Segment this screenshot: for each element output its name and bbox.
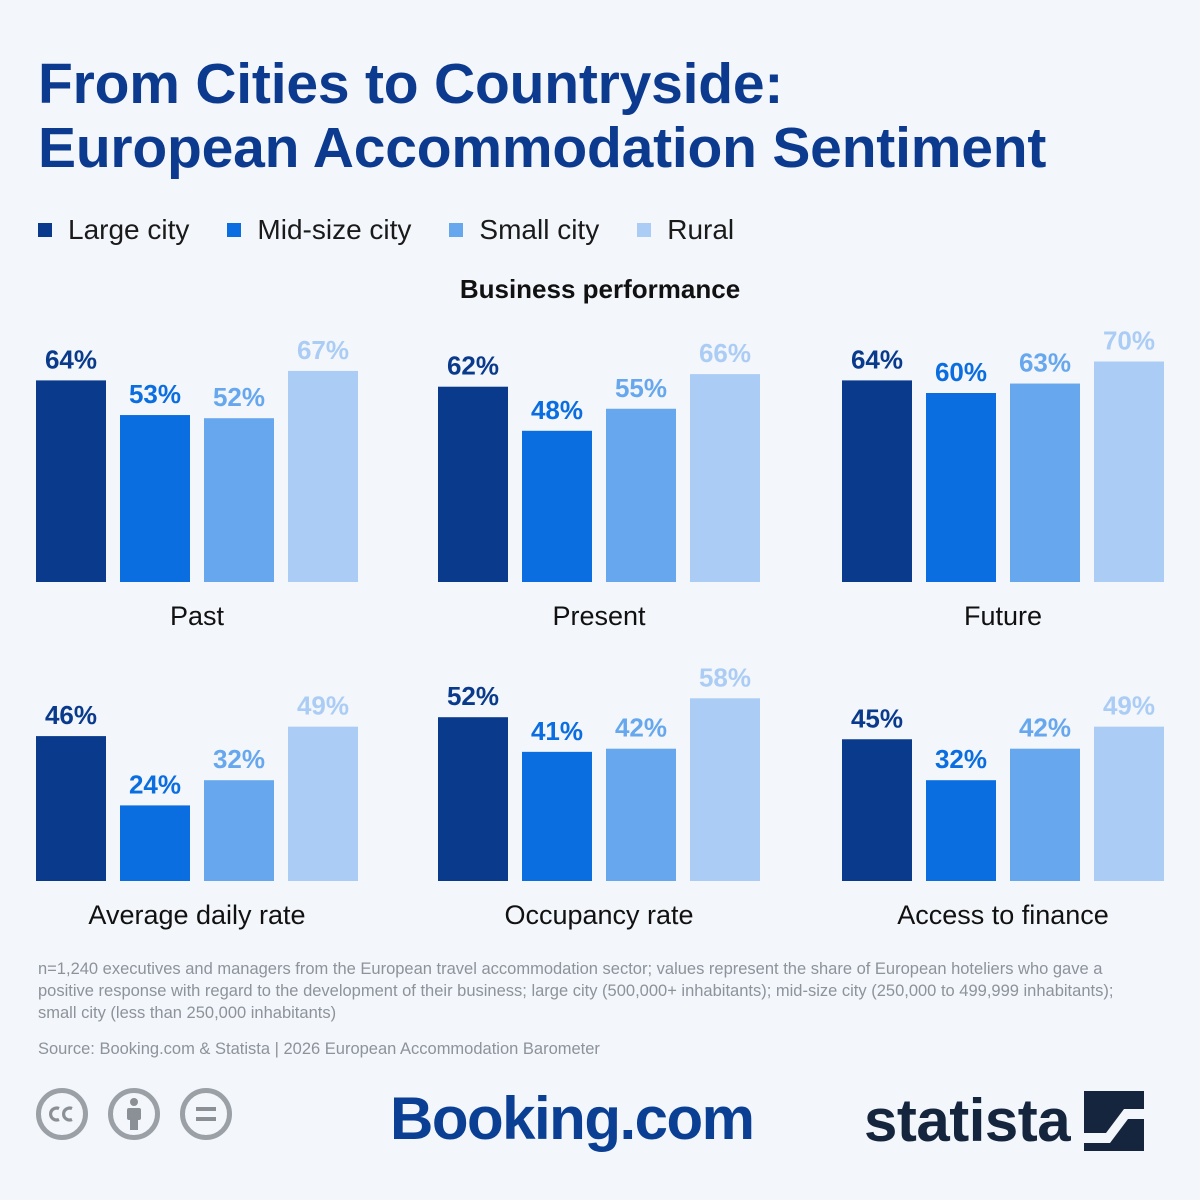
bar-small-city [606, 408, 676, 582]
legend-item-rural: Rural [637, 214, 734, 246]
data-label-small-city: 32% [213, 744, 265, 774]
bar-rural [1094, 726, 1164, 881]
legend-swatch [449, 223, 464, 237]
data-label-rural: 49% [1103, 691, 1155, 721]
chart-label-future: Future [964, 601, 1042, 631]
chart-panel-average-daily-rate: 46% 24% 32% 49% Average daily rate [36, 691, 358, 930]
bar-rural [288, 726, 358, 881]
data-label-large-city: 52% [447, 681, 499, 711]
legend-swatch [38, 223, 52, 237]
bar-small-city [204, 780, 274, 881]
data-label-small-city: 42% [1019, 713, 1071, 743]
attribution-icon [108, 1088, 160, 1140]
statista-mark-icon [1084, 1090, 1145, 1151]
data-label-small-city: 42% [615, 713, 667, 743]
legend-swatch [637, 223, 652, 237]
no-derivatives-icon [180, 1088, 232, 1140]
data-label-mid-size-city: 53% [129, 379, 181, 409]
bar-rural [690, 698, 760, 881]
data-label-rural: 58% [699, 662, 751, 692]
bar-large-city [36, 736, 106, 881]
data-label-large-city: 62% [447, 351, 499, 381]
bar-small-city [606, 748, 676, 881]
data-label-rural: 49% [297, 691, 349, 721]
chart-label-past: Past [170, 601, 225, 631]
bar-large-city [438, 386, 508, 582]
title-line-2: European Accommodation Sentiment [38, 116, 1047, 180]
legend: Large city Mid-size city Small city Rura… [38, 210, 772, 250]
footnote: n=1,240 executives and managers from the… [38, 960, 1114, 1022]
data-label-rural: 67% [297, 335, 349, 365]
legend-label: Mid-size city [257, 214, 412, 245]
legend-item-large-city: Large city [38, 214, 189, 246]
data-label-small-city: 55% [615, 373, 667, 403]
data-label-large-city: 64% [45, 344, 97, 374]
data-label-rural: 66% [699, 338, 751, 368]
bar-mid-size-city [926, 780, 996, 881]
booking-logo: Booking.com [390, 1085, 755, 1152]
bar-large-city [842, 380, 912, 582]
bar-large-city [36, 380, 106, 582]
bar-mid-size-city [522, 751, 592, 881]
chart-panel-access-to-finance: 45% 32% 42% 49% Access to finance [842, 691, 1164, 930]
cc-icon [36, 1088, 88, 1140]
data-label-large-city: 46% [45, 700, 97, 730]
chart-label-occupancy-rate: Occupancy rate [504, 900, 693, 930]
data-label-small-city: 52% [213, 382, 265, 412]
source-note: Source: Booking.com & Statista | 2026 Eu… [38, 1040, 600, 1058]
chart-panel-future: 64% 60% 63% 70% Future [842, 326, 1164, 631]
chart-panel-occupancy-rate: 52% 41% 42% 58% Occupancy rate [438, 662, 760, 930]
chart-panel-past: 64% 53% 52% 67% Past [36, 335, 358, 631]
section-title: Business performance [459, 274, 741, 304]
chart-label-access-to-finance: Access to finance [897, 900, 1109, 930]
bar-rural [690, 374, 760, 582]
chart-label-present: Present [552, 601, 646, 631]
chart-label-average-daily-rate: Average daily rate [88, 900, 305, 930]
legend-label: Rural [667, 214, 735, 245]
bar-large-city [842, 739, 912, 881]
statista-logo: statista [864, 1087, 1071, 1154]
data-label-small-city: 63% [1019, 348, 1071, 378]
bar-large-city [438, 717, 508, 881]
chart-panel-present: 62% 48% 55% 66% Present [438, 338, 760, 631]
data-label-mid-size-city: 60% [935, 357, 987, 387]
bar-mid-size-city [120, 805, 190, 881]
chart-title: From Cities to Countryside: European Acc… [38, 52, 1178, 180]
data-label-mid-size-city: 41% [531, 716, 583, 746]
statista-brand: statista [864, 1086, 1145, 1155]
bar-mid-size-city [522, 430, 592, 582]
legend-swatch [227, 223, 242, 237]
bar-rural [1094, 361, 1164, 582]
bar-small-city [204, 418, 274, 582]
license-icons [36, 1088, 252, 1140]
data-label-rural: 70% [1103, 326, 1155, 356]
legend-label: Large city [68, 214, 190, 245]
bar-small-city [1010, 383, 1080, 582]
data-label-mid-size-city: 32% [935, 744, 987, 774]
bar-small-city [1010, 748, 1080, 881]
legend-label: Small city [479, 214, 600, 245]
bar-mid-size-city [926, 393, 996, 582]
legend-item-small-city: Small city [449, 214, 599, 246]
legend-item-mid-size-city: Mid-size city [227, 214, 411, 246]
title-line-1: From Cities to Countryside: [38, 52, 784, 116]
data-label-large-city: 64% [851, 344, 903, 374]
data-label-mid-size-city: 24% [129, 769, 181, 799]
bar-rural [288, 370, 358, 582]
bar-mid-size-city [120, 415, 190, 582]
data-label-large-city: 45% [851, 703, 903, 733]
data-label-mid-size-city: 48% [531, 395, 583, 425]
